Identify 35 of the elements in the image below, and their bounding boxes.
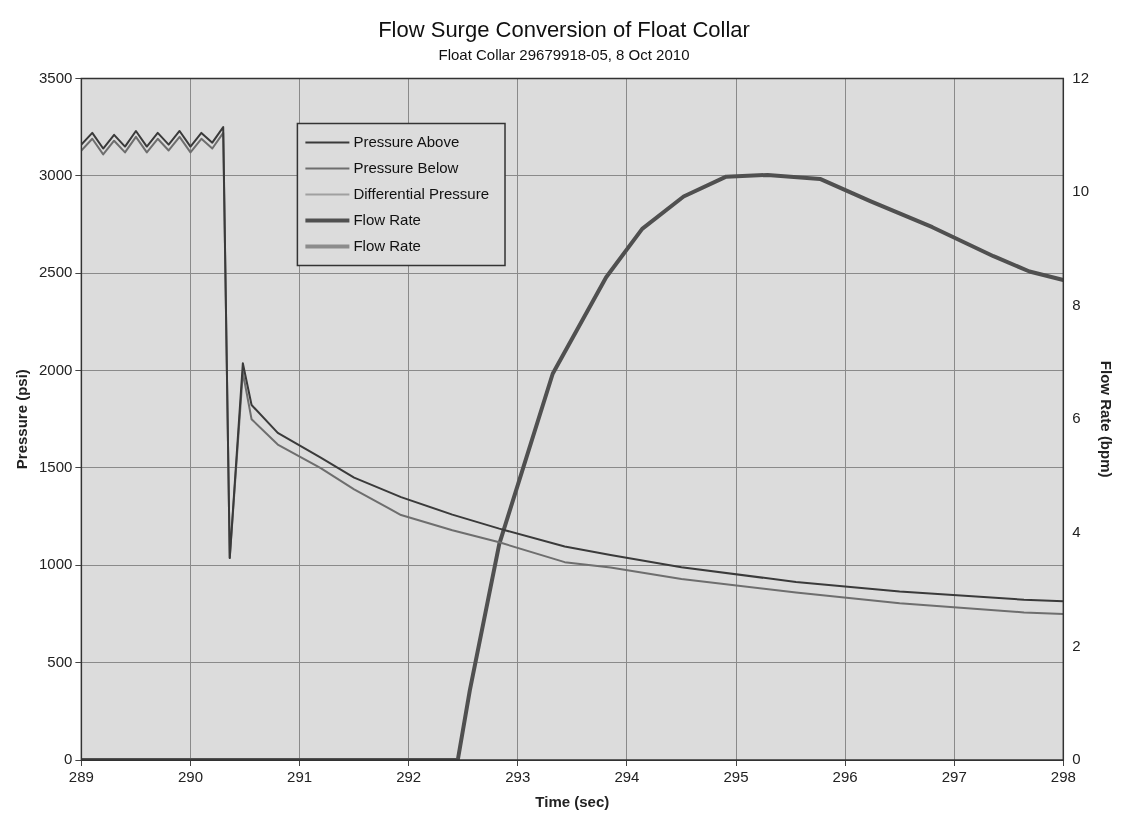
y2-tick-label: 6 <box>1072 409 1081 427</box>
legend-label: Flow Rate <box>353 210 421 228</box>
x-tick-label: 293 <box>505 768 531 786</box>
legend-label: Pressure Below <box>353 158 459 176</box>
chart-subtitle: Float Collar 29679918-05, 8 Oct 2010 <box>438 45 690 63</box>
x-tick-label: 295 <box>723 768 749 786</box>
x-tick-label: 290 <box>177 768 203 786</box>
y-tick-label: 3500 <box>38 68 73 86</box>
x-tick-label: 296 <box>832 768 858 786</box>
x-axis-title: Time (sec) <box>535 793 610 811</box>
y2-tick-label: 10 <box>1072 182 1089 200</box>
y2-tick-label: 2 <box>1072 636 1081 654</box>
y2-tick-label: 8 <box>1072 295 1081 313</box>
legend-label: Differential Pressure <box>353 184 490 202</box>
y2-tick-label: 12 <box>1072 68 1089 86</box>
y-tick-label: 0 <box>64 750 73 768</box>
x-tick-label: 297 <box>941 768 967 786</box>
y2-tick-label: 4 <box>1072 522 1081 540</box>
y2-axis-title: Flow Rate (bpm) <box>1097 360 1115 478</box>
y-axis-title: Pressure (psi) <box>13 369 31 470</box>
x-tick-label: 298 <box>1050 768 1076 786</box>
x-tick-label: 291 <box>287 768 313 786</box>
x-tick-label: 289 <box>68 768 94 786</box>
y2-tick-label: 0 <box>1072 750 1081 768</box>
y-tick-label: 2500 <box>38 263 73 281</box>
y-tick-label: 1500 <box>38 458 73 476</box>
x-tick-label: 294 <box>614 768 640 786</box>
y-tick-label: 1000 <box>38 555 73 573</box>
legend-label: Flow Rate <box>353 236 421 254</box>
x-tick-label: 292 <box>396 768 422 786</box>
y-tick-label: 500 <box>47 652 73 670</box>
chart-title: Flow Surge Conversion of Float Collar <box>378 17 750 43</box>
legend-label: Pressure Above <box>353 132 460 150</box>
y-tick-label: 2000 <box>38 360 73 378</box>
y-tick-label: 3000 <box>38 165 73 183</box>
